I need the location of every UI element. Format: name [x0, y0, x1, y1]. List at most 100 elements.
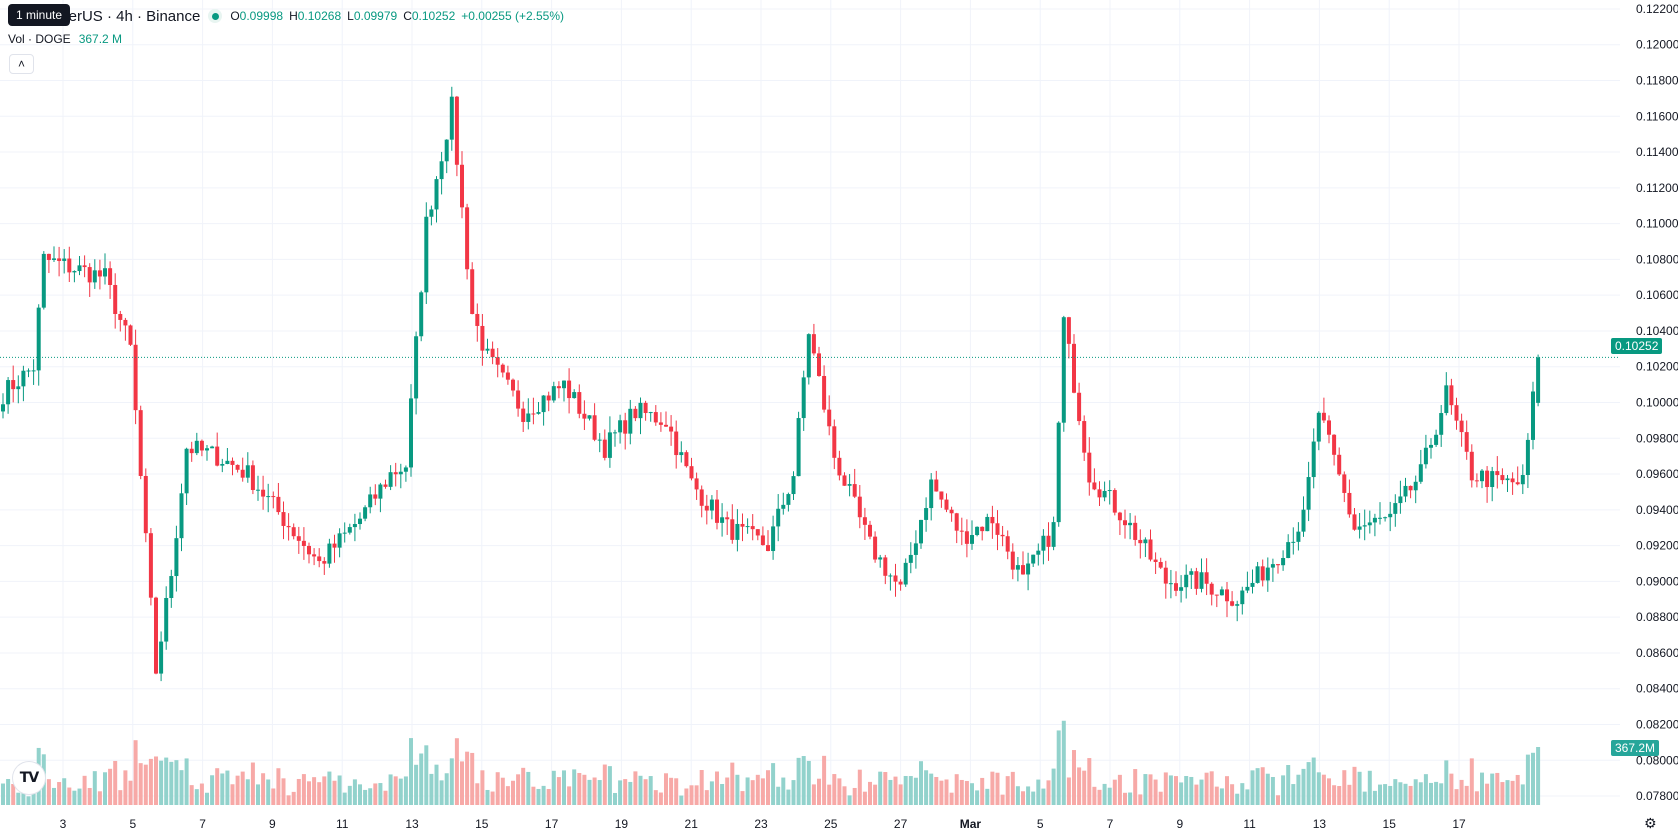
volume-bar — [261, 773, 266, 805]
candle-body — [1490, 471, 1495, 488]
volume-bar — [709, 781, 714, 805]
volume-bar — [857, 769, 862, 805]
time-tick-label: 11 — [336, 817, 349, 831]
volume-bar — [307, 781, 311, 805]
volume-bar — [1015, 786, 1020, 805]
volume-bar — [919, 761, 923, 805]
volume-bar — [317, 782, 322, 805]
volume-bar — [388, 774, 393, 805]
candle-body — [511, 379, 515, 391]
time-tick-label: 17 — [545, 817, 559, 831]
volume-bar — [888, 779, 893, 805]
volume-bar — [240, 771, 245, 805]
tradingview-logo-icon[interactable]: TV — [13, 762, 45, 794]
candle-body — [439, 161, 444, 180]
volume-bar — [995, 772, 1000, 805]
candle-body — [913, 543, 918, 555]
time-tick-label: 13 — [1313, 817, 1327, 831]
candle-body — [1515, 482, 1520, 485]
volume-bar — [541, 785, 546, 805]
volume-bar — [1480, 772, 1484, 805]
volume-bar — [679, 795, 684, 805]
candle-body — [113, 284, 118, 314]
candle-body — [1112, 490, 1117, 513]
candle-body — [847, 484, 852, 486]
volume-bar — [26, 796, 31, 805]
collapse-legend-button[interactable]: ˄ — [9, 54, 34, 74]
candle-body — [750, 526, 755, 530]
volume-bar — [873, 784, 878, 805]
volume-bar — [817, 778, 821, 805]
volume-bar — [755, 774, 760, 805]
candle-body — [674, 431, 679, 456]
candle-body — [1123, 520, 1127, 526]
candle-body — [1194, 571, 1199, 589]
volume-bar — [827, 784, 832, 805]
price-tick-label: 0.10400 — [1636, 324, 1678, 338]
candle-body — [1449, 385, 1454, 406]
volume-bar — [1082, 770, 1087, 805]
candle-body — [1337, 454, 1342, 475]
candle-body — [388, 472, 393, 487]
candle-body — [312, 554, 317, 557]
candle-body — [597, 439, 602, 441]
candle-body — [970, 535, 974, 544]
candle-body — [964, 531, 969, 544]
candle-body — [307, 545, 311, 555]
candle-body — [740, 523, 745, 527]
volume-bar — [414, 764, 419, 805]
candle-body — [1342, 474, 1347, 493]
market-status-icon[interactable] — [208, 9, 223, 23]
volume-bar — [776, 786, 781, 805]
volume-bar — [337, 775, 342, 805]
volume-bar — [766, 770, 770, 805]
candle-body — [1429, 444, 1433, 448]
volume-bar — [57, 782, 62, 805]
volume-bar — [16, 792, 21, 805]
candle-body — [903, 562, 908, 585]
volume-bar — [949, 792, 954, 805]
candle-body — [607, 432, 612, 458]
candle-body — [1270, 564, 1275, 568]
volume-bar — [1005, 776, 1010, 805]
candle-body — [1209, 583, 1214, 595]
candle-body — [689, 466, 694, 479]
volume-bar — [424, 745, 429, 805]
volume-bar — [256, 784, 260, 805]
candle-body — [618, 420, 623, 433]
candle-body — [735, 523, 740, 540]
volume-bar — [332, 780, 337, 805]
volume-bar — [715, 771, 719, 805]
candle-body — [628, 408, 633, 434]
candle-body — [577, 392, 582, 414]
candle-body — [154, 597, 158, 674]
candle-body — [1189, 571, 1194, 575]
candle-body — [230, 460, 235, 465]
volume-bar — [291, 791, 296, 805]
close-key: C — [403, 9, 412, 23]
candle-body — [1061, 317, 1066, 423]
volume-bar — [964, 781, 969, 805]
candle-body — [633, 408, 638, 419]
candle-body — [817, 353, 821, 376]
volume-legend[interactable]: Vol · DOGE 367.2 M — [8, 32, 122, 46]
candle-body — [429, 209, 434, 217]
volume-bar — [745, 777, 750, 805]
candle-body — [1117, 512, 1122, 521]
candle-body — [123, 319, 128, 326]
volume-bar — [1413, 779, 1418, 805]
candle-body — [985, 516, 990, 532]
candle-body — [1179, 587, 1184, 591]
settings-gear-icon[interactable]: ⚙ — [1644, 816, 1657, 832]
candle-body — [521, 408, 526, 422]
volume-bar — [1230, 784, 1235, 805]
candle-body — [97, 270, 102, 277]
volume-bar — [495, 772, 500, 805]
volume-bar — [1485, 783, 1490, 805]
candle-body — [929, 479, 934, 509]
time-tick-label: 17 — [1452, 817, 1466, 831]
candle-body — [1097, 489, 1102, 498]
volume-bar — [1495, 772, 1500, 805]
volume-bar — [1464, 785, 1469, 805]
